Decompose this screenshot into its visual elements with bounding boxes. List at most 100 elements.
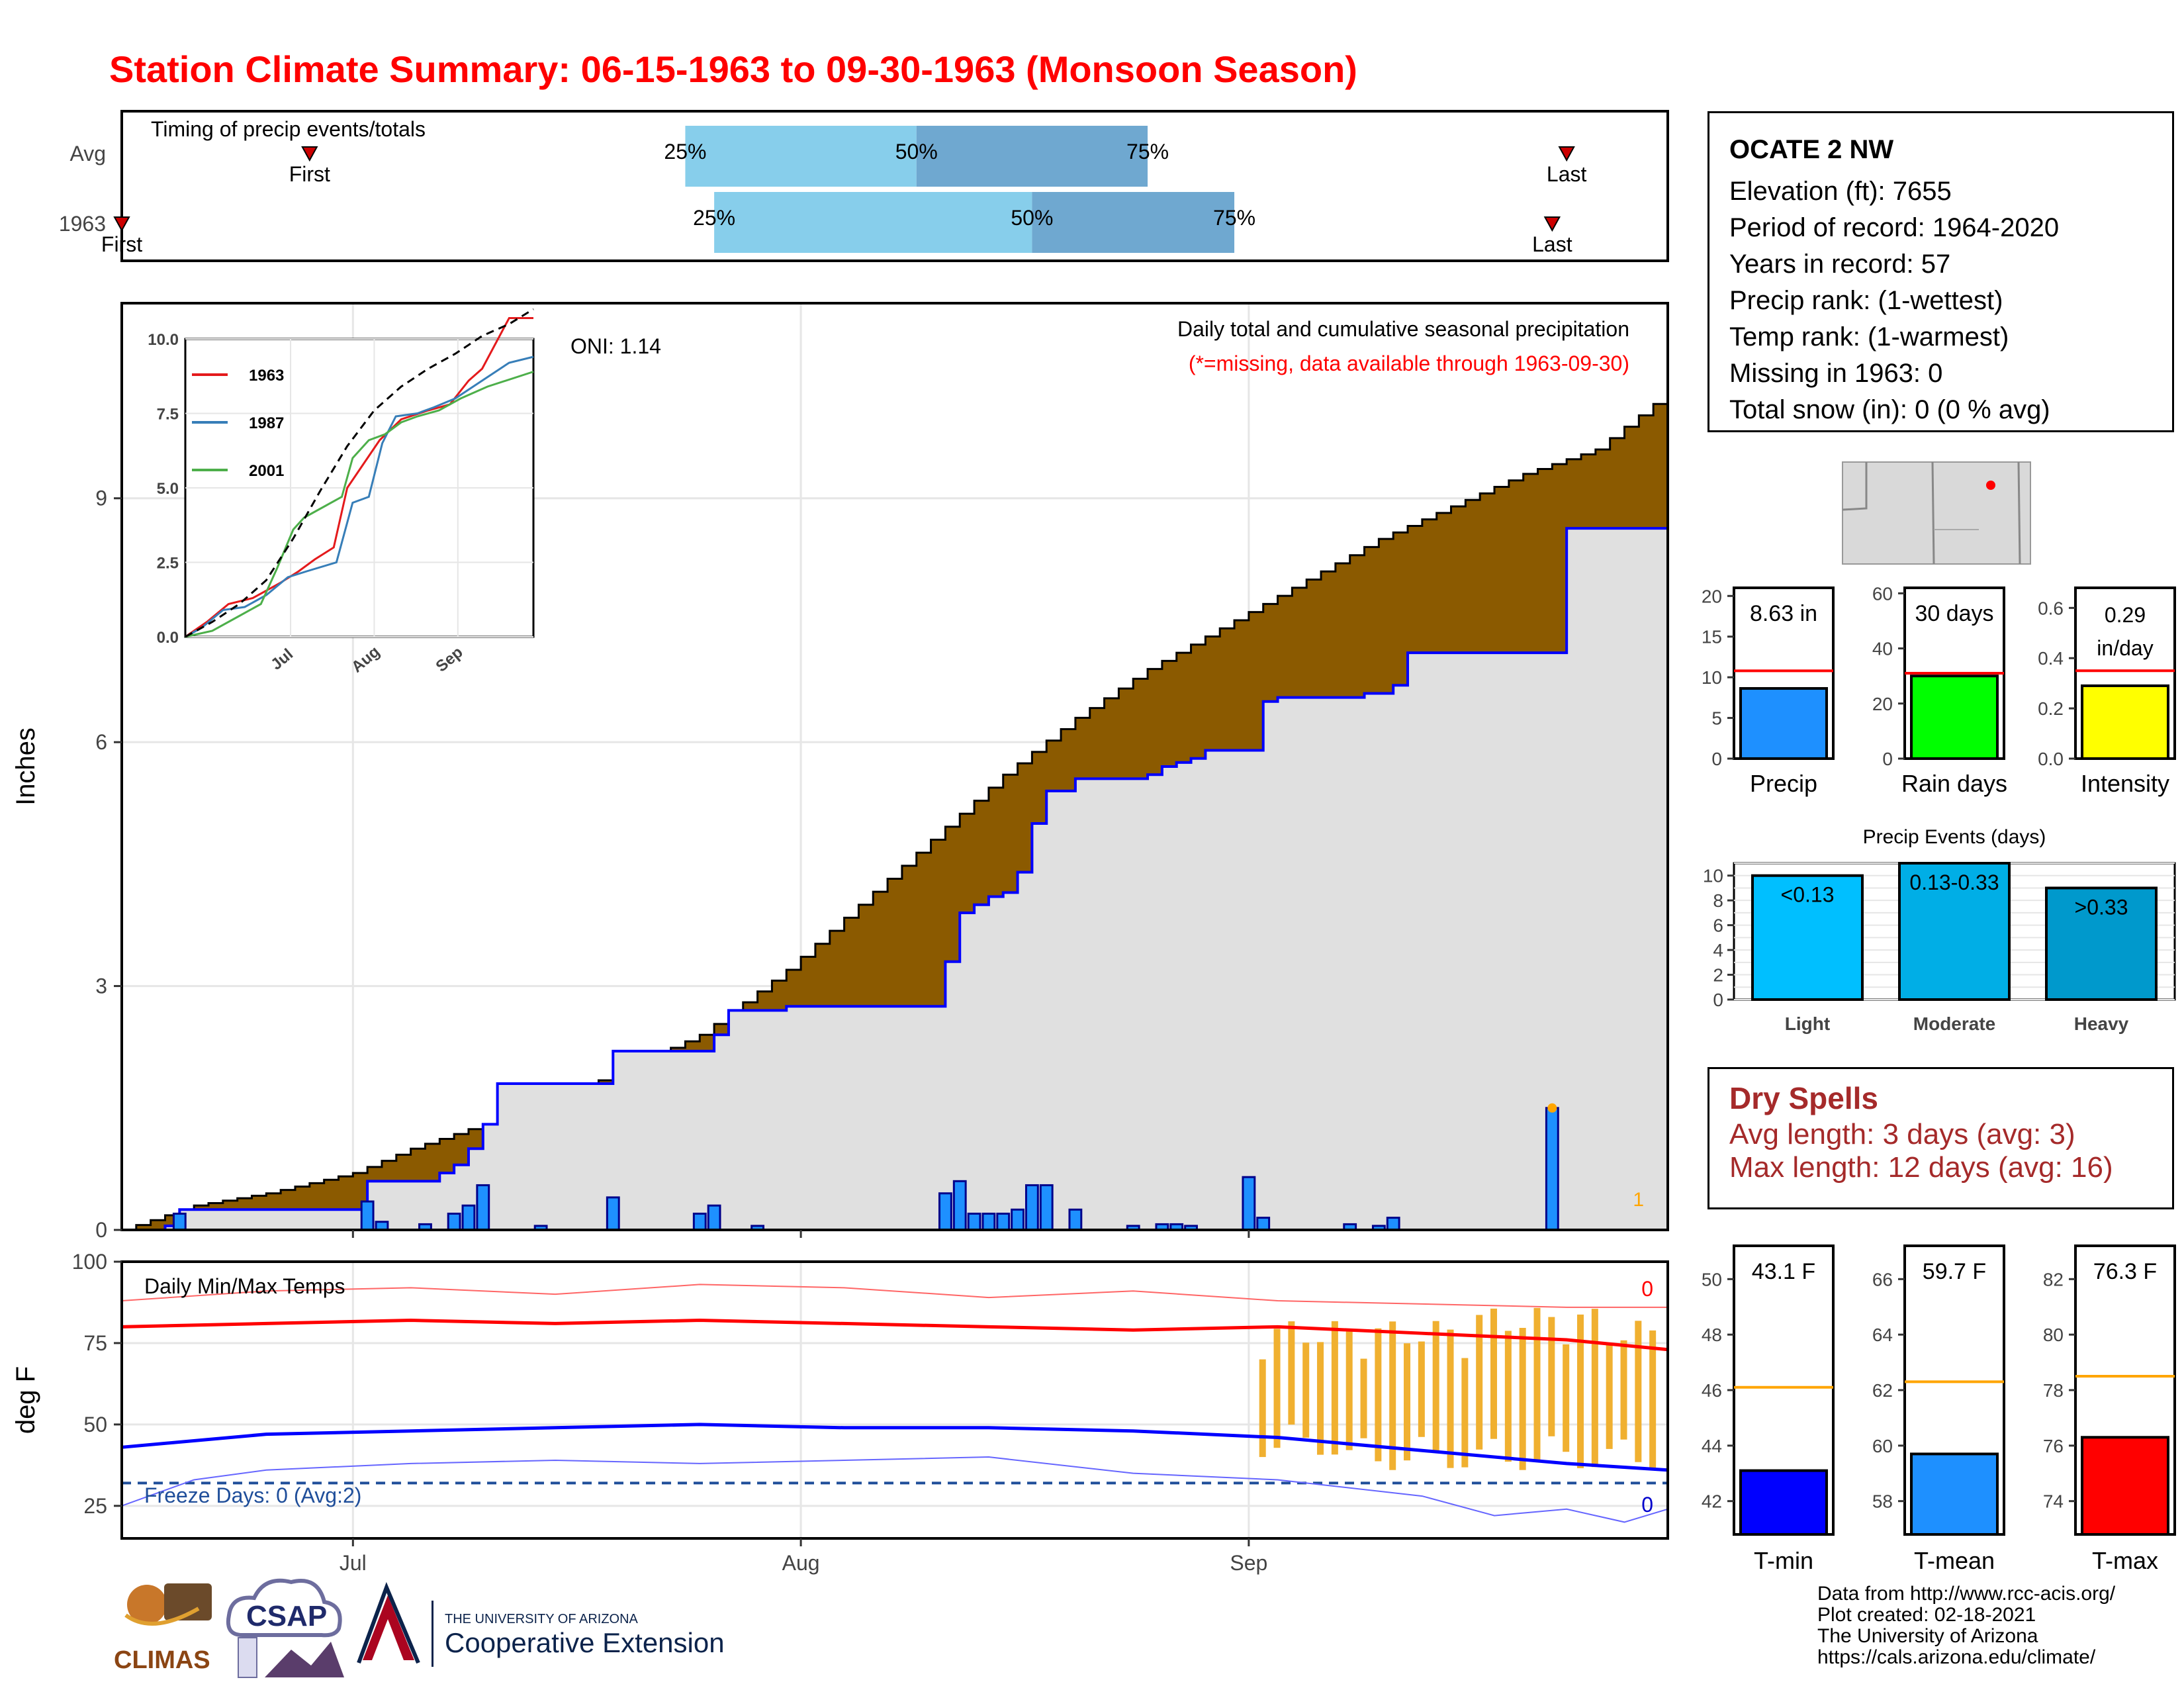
inset-legend-label: 2001 [249, 462, 284, 480]
temp-anomaly-bar [1519, 1327, 1526, 1470]
temp-series-line [121, 1456, 1668, 1523]
temp-tick-label-y: 100 [72, 1250, 107, 1274]
precip-events-tick-label: 6 [1713, 915, 1723, 936]
temp-series-line [121, 1423, 1668, 1472]
precip-events-category: Heavy [2074, 1013, 2129, 1034]
tmean-tick-label: 58 [1872, 1491, 1893, 1512]
tick-label-y: 3 [95, 974, 107, 998]
temp-tick-label-y: 75 [83, 1331, 107, 1355]
intensity-category-label: Intensity [2081, 770, 2169, 797]
credit-date: Plot created: 02-18-2021 [1817, 1604, 2036, 1626]
credit-url: https://cals.arizona.edu/climate/ [1817, 1646, 2096, 1668]
rain_days-value-label: 30 days [1915, 601, 1993, 626]
timing-pct-label: 25% [693, 206, 735, 230]
station-period: Period of record: 1964-2020 [1729, 213, 2060, 242]
daily-precip-bars [172, 1103, 1559, 1231]
temp-panel: 25 50 75 100 Jul Aug Sep deg F Daily Min/Max T… [11, 1250, 1669, 1575]
daily-precip-bar [938, 1192, 952, 1231]
temp-tick-label-y: 25 [83, 1494, 107, 1518]
tick-label-y: 6 [95, 730, 107, 754]
precip-events-tick-label: 8 [1713, 890, 1723, 911]
daily-precip-bar [476, 1184, 490, 1231]
oni-annotation: ONI: 1.14 [570, 334, 661, 358]
station-location-dot [1986, 481, 1995, 490]
precip-events-bar [2045, 886, 2158, 1002]
timing-first-marker [113, 216, 130, 232]
tmean-value-label: 59.7 F [1923, 1259, 1986, 1284]
intensity-tick-label: 0.4 [2038, 648, 2064, 669]
tmean-bar [1910, 1452, 1999, 1536]
tmax-tick-label: 80 [2043, 1325, 2064, 1345]
ua-logo: THE UNIVERSITY OF ARIZONA Cooperative Ex… [357, 1581, 725, 1667]
daily-precip-bar [952, 1180, 967, 1231]
tmean-tick-label: 66 [1872, 1269, 1893, 1289]
location-map [1842, 461, 2031, 565]
tmean-tick-label: 60 [1872, 1436, 1893, 1456]
season-cumulative-area [122, 528, 1668, 1230]
timing-last-label: Last [1532, 232, 1572, 256]
intensity-bar [2081, 684, 2169, 760]
dry-spells-title: Dry Spells [1729, 1081, 1878, 1115]
tmax-value-label: 76.3 F [2093, 1259, 2157, 1284]
temp-title: Daily Min/Max Temps [144, 1274, 345, 1298]
timing-first-label: First [289, 162, 330, 186]
climas-logo-text: CLIMAS [114, 1646, 210, 1674]
precip_total-tick-label: 5 [1711, 708, 1722, 729]
tmean-category-label: T-mean [1914, 1547, 1995, 1574]
inset-series-line [185, 308, 534, 638]
inset-tick-label-y: 7.5 [157, 406, 179, 424]
inset-tick-label-y: 10.0 [148, 331, 179, 349]
precip_total-tick-label: 15 [1702, 627, 1722, 647]
daily-precip-bar [1242, 1176, 1256, 1231]
tmax-tick-label: 78 [2043, 1380, 2064, 1401]
temp-anomaly-bar [1317, 1342, 1324, 1455]
temp-anomaly-bar [1302, 1342, 1310, 1438]
temp-tick-label-x: Sep [1230, 1551, 1267, 1575]
precip-events-tick-label: 10 [1703, 866, 1723, 886]
main-ylabel: Inches [11, 727, 40, 806]
inset-tick-label-y: 2.5 [157, 555, 179, 573]
temp-anomaly-bar [1461, 1358, 1469, 1468]
timing-row-avg-label: Avg [69, 142, 106, 165]
precip-events-category: Moderate [1913, 1013, 1995, 1034]
precip_total-bar [1739, 686, 1828, 760]
station-precip-rank: Precip rank: (1-wettest) [1729, 286, 2003, 315]
climas-logo: CLIMAS [114, 1583, 212, 1674]
precip-events-bar [1898, 862, 2011, 1001]
precip-events-category: Light [1785, 1013, 1830, 1034]
precip_total-tick-label: 0 [1711, 749, 1722, 769]
inset-tick-label-y: 5.0 [157, 480, 179, 498]
timing-pct-label: 75% [1126, 140, 1169, 164]
temp-tick-label-x: Aug [782, 1551, 820, 1575]
timing-label: Timing of precip events/totals [151, 117, 426, 141]
inset-legend-label: 1963 [249, 367, 284, 385]
daily-precip-bar [606, 1196, 620, 1231]
temp-anomaly-bar [1404, 1343, 1411, 1461]
temp-anomaly-bar [1360, 1358, 1367, 1438]
temp-anomaly-bar [1490, 1308, 1498, 1439]
temp-anomaly-bar [1375, 1328, 1382, 1462]
temp-tick-label-x: Jul [340, 1551, 367, 1575]
timing-panel: Timing of precip events/totals Avg 1963 … [59, 110, 1669, 262]
timing-bar-q3 [916, 126, 1148, 187]
tmin-tick-label: 46 [1702, 1380, 1722, 1401]
rain_days-tick-label: 20 [1872, 694, 1893, 714]
timing-pct-label: 50% [895, 140, 938, 164]
timing-first-label: First [101, 232, 142, 256]
tmean-tick-label: 64 [1872, 1325, 1893, 1345]
credit-university: The University of Arizona [1817, 1625, 2038, 1647]
csap-logo-text: CSAP [246, 1600, 327, 1632]
inset-legend-label: 1987 [249, 414, 284, 432]
daily-precip-bar [461, 1204, 476, 1231]
temp-anomaly-bar [1635, 1321, 1642, 1462]
daily-precip-bar [981, 1212, 996, 1231]
tmin-bar [1739, 1469, 1828, 1536]
dry-spells-max: Max length: 12 days (avg: 16) [1729, 1151, 2113, 1184]
rain_days-tick-label: 40 [1872, 639, 1893, 659]
station-info-box: OCATE 2 NW Elevation (ft): 7655 Period o… [1707, 111, 2174, 432]
tmax-tick-label: 82 [2043, 1269, 2064, 1289]
temp-anomaly-bar [1288, 1321, 1295, 1425]
station-temp-rank: Temp rank: (1-warmest) [1729, 322, 2009, 352]
